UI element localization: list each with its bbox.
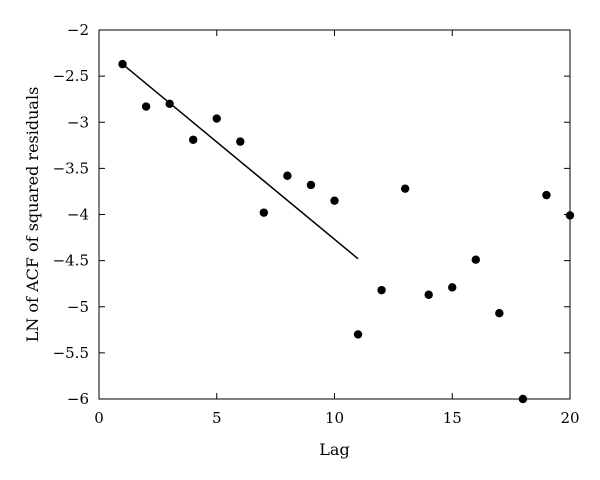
data-point	[518, 394, 528, 404]
data-point	[565, 211, 575, 220]
x-tick-label: 10	[325, 409, 344, 427]
trend-lines	[122, 63, 359, 260]
data-point	[495, 309, 504, 318]
x-tick-label: 15	[443, 409, 462, 427]
data-point	[236, 137, 245, 146]
x-axis-label: Lag	[319, 440, 349, 459]
x-tick-label: 5	[212, 409, 222, 427]
y-axis-label: LN of ACF of squared residuals	[23, 87, 42, 343]
y-tick-label: −3	[67, 113, 89, 131]
y-tick-label: −2.5	[53, 67, 89, 85]
data-points	[118, 59, 575, 404]
data-point	[424, 290, 433, 299]
data-point	[471, 255, 480, 264]
data-point	[212, 114, 221, 123]
data-point	[542, 190, 551, 200]
y-tick-label: −5	[67, 298, 89, 316]
data-point	[400, 184, 410, 193]
plot-frame	[98, 29, 571, 400]
y-tick-label: −4.5	[53, 252, 89, 270]
data-point	[165, 99, 174, 109]
data-point	[189, 135, 198, 144]
data-point	[141, 102, 151, 111]
data-point	[330, 196, 339, 205]
x-tick-label: 20	[560, 409, 579, 427]
y-tick-label: −6	[67, 390, 89, 408]
data-point	[353, 330, 363, 339]
trend-line	[122, 63, 359, 260]
data-point	[118, 59, 127, 69]
x-tick-label: 0	[94, 409, 104, 427]
data-point	[259, 208, 269, 217]
y-tick-label: −3.5	[53, 159, 89, 177]
data-point	[448, 283, 457, 292]
y-axis-ticks: −6 −5.5 −5 −4.5 −4 −3.5 −3 −2.5 −2	[53, 21, 570, 408]
x-axis-ticks: 0 5 10 15 20	[94, 30, 580, 427]
y-tick-label: −5.5	[53, 344, 89, 362]
data-point	[283, 171, 292, 180]
data-point	[377, 285, 386, 295]
data-point	[306, 180, 316, 190]
y-tick-label: −4	[67, 206, 89, 224]
y-tick-label: −2	[67, 21, 89, 39]
